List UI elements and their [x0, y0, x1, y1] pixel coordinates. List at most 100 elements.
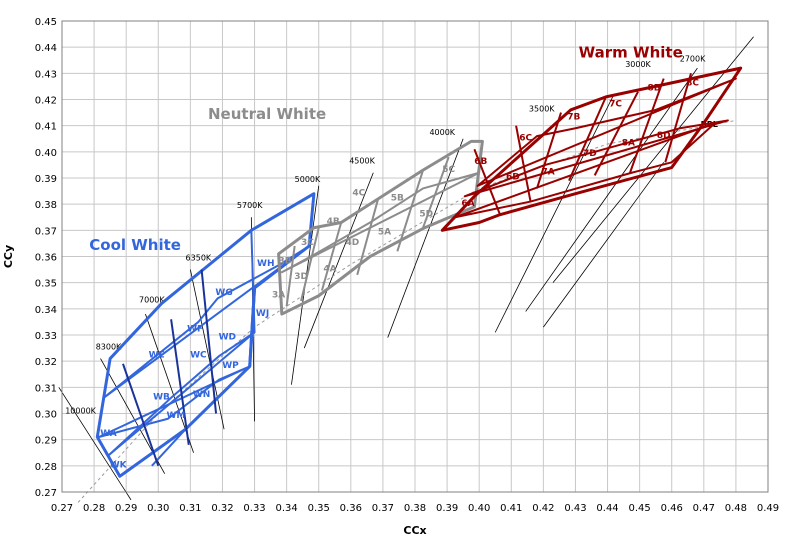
- bin-label: WM: [166, 411, 185, 421]
- bin-label: 8B: [648, 84, 661, 94]
- bin-label: 3C: [301, 238, 314, 248]
- x-tick-label: 0.49: [757, 503, 779, 514]
- cct-label: 8300K: [96, 342, 122, 351]
- y-tick-label: 0.42: [35, 96, 57, 107]
- y-tick-label: 0.33: [35, 331, 57, 342]
- x-tick-label: 0.28: [83, 503, 105, 514]
- x-tick-label: 0.46: [661, 503, 683, 514]
- bin-divider: [515, 125, 532, 202]
- bin-label: 6D: [506, 173, 520, 183]
- x-tick-label: 0.32: [211, 503, 233, 514]
- x-tick-label: 0.37: [372, 503, 394, 514]
- bin-label: WG: [215, 288, 232, 298]
- bin-label: 4A: [323, 264, 336, 274]
- bin-label: 3D: [294, 272, 308, 282]
- bin-label: WA: [100, 429, 117, 439]
- cct-label: 3500K: [529, 104, 555, 113]
- bin-label: 4B: [327, 217, 340, 227]
- x-axis-label: CCx: [403, 524, 426, 537]
- bin-region-outline: [463, 119, 729, 198]
- y-tick-label: 0.29: [35, 436, 57, 447]
- y-tick-label: 0.28: [35, 462, 57, 473]
- bin-label: 7D: [583, 149, 597, 159]
- group-label: Cool White: [89, 236, 181, 254]
- x-tick-label: 0.30: [147, 503, 169, 514]
- bin-label: 8C: [686, 78, 699, 88]
- bin-region-outline: [440, 66, 743, 232]
- cct-label: 2700K: [680, 55, 706, 64]
- cct-label: 10000K: [65, 407, 96, 416]
- bin-label: 6B: [474, 157, 487, 167]
- cct-label: 3000K: [625, 60, 651, 69]
- bin-label: 4D: [346, 238, 360, 248]
- x-tick-label: 0.45: [629, 503, 651, 514]
- bin-label: WB: [153, 392, 170, 402]
- bin-label: 8A: [622, 139, 635, 149]
- x-tick-label: 0.40: [468, 503, 490, 514]
- bin-label: 4C: [352, 188, 365, 198]
- y-tick-label: 0.38: [35, 200, 57, 211]
- bin-divider: [356, 198, 380, 276]
- y-tick-label: 0.36: [35, 253, 57, 264]
- y-tick-label: 0.43: [35, 69, 57, 80]
- bin-divider: [250, 230, 256, 333]
- x-tick-label: 0.44: [596, 503, 618, 514]
- y-tick-label: 0.35: [35, 279, 57, 290]
- cct-label: 5700K: [237, 201, 263, 210]
- bin-label: 7B: [567, 113, 580, 123]
- x-tick-label: 0.38: [404, 503, 426, 514]
- y-tick-label: 0.30: [35, 410, 57, 421]
- cct-label: 4500K: [349, 157, 375, 166]
- group-label: Warm White: [579, 44, 683, 62]
- bin-divider: [629, 78, 665, 174]
- y-axis-label: CCy: [2, 245, 15, 268]
- bin-divider: [300, 227, 320, 302]
- bin-region-outline: [97, 365, 251, 439]
- cct-line: [525, 67, 698, 312]
- bin-divider: [473, 148, 501, 215]
- x-tick-label: 0.31: [179, 503, 201, 514]
- grid: [61, 20, 769, 493]
- plot-frame: [61, 20, 769, 493]
- bin-label: WP: [222, 361, 239, 371]
- bin-divider: [422, 156, 450, 229]
- x-tick-label: 0.43: [564, 503, 586, 514]
- bin-divider: [122, 363, 160, 467]
- cct-line: [58, 387, 132, 501]
- bin-divider: [285, 245, 296, 307]
- x-tick-labels: 0.27 0.28 0.29 0.30 0.31 0.32 0.33 0.34 0.35 0.36…: [51, 503, 779, 514]
- bin-region-outline: [102, 245, 311, 399]
- bin-label: 5C: [442, 165, 455, 175]
- bin-labels: WA WK WE WB WM WF WC WN WG WD WP WH WJ 3B 3A 3C 3D 4B 4A 4C…: [100, 78, 699, 470]
- y-tick-label: 0.45: [35, 17, 57, 28]
- cct-lines: 10000K 8300K 7000K 6350K 5700K 5000K 4500K 4000…: [58, 36, 754, 501]
- bin-label: WH: [257, 259, 274, 269]
- x-tick-label: 0.48: [725, 503, 747, 514]
- bin-label: WK: [110, 461, 128, 471]
- bin-region-outline: [107, 331, 256, 457]
- bin-divider: [593, 91, 639, 176]
- bin-label: 6C: [519, 133, 532, 143]
- bin-label: WD: [219, 332, 236, 342]
- bin-label: WN: [193, 390, 210, 400]
- y-tick-label: 0.34: [35, 305, 57, 316]
- bin-label: 5B: [391, 194, 404, 204]
- y-tick-label: 0.39: [35, 174, 57, 185]
- bin-divider: [664, 73, 692, 163]
- x-tick-label: 0.36: [340, 503, 362, 514]
- cct-line: [543, 162, 665, 328]
- bin-label: 8D: [657, 131, 671, 141]
- bin-label: WJ: [256, 309, 269, 319]
- cct-line: [189, 269, 225, 430]
- bbl-curve: [77, 119, 736, 503]
- bin-label: 7A: [542, 167, 555, 177]
- cct-label: 4000K: [429, 128, 455, 137]
- y-tick-label: 0.27: [35, 488, 57, 499]
- cct-line: [303, 172, 374, 349]
- bin-divider: [320, 222, 343, 291]
- bin-region-outline: [476, 77, 737, 187]
- y-tick-label: 0.40: [35, 148, 57, 159]
- bin-divider: [535, 112, 562, 189]
- bin-label: 5A: [378, 228, 391, 238]
